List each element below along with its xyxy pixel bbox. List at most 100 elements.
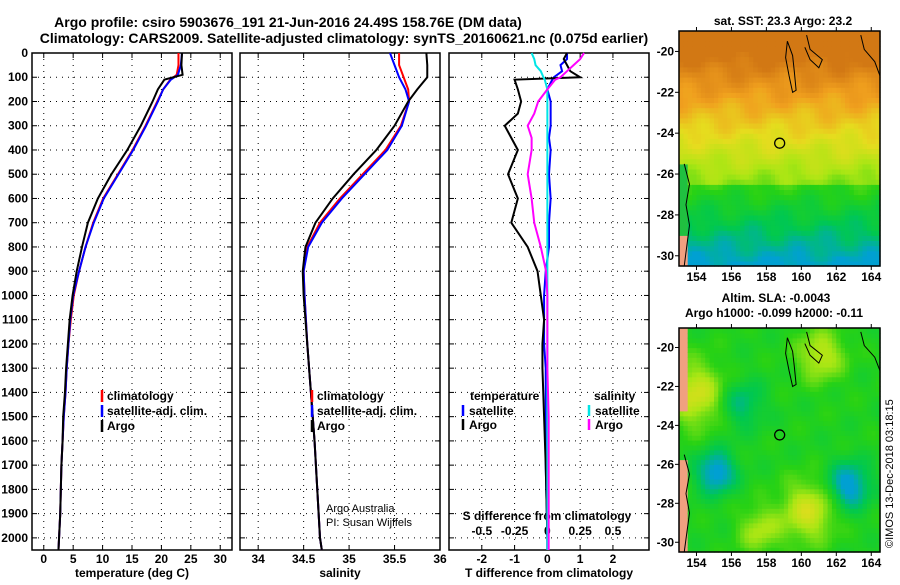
map-cell xyxy=(700,542,706,548)
map-cell xyxy=(727,532,733,538)
map-cell xyxy=(779,386,785,392)
reef-contour xyxy=(785,337,797,388)
map-cell xyxy=(805,522,811,529)
map-cell xyxy=(740,184,746,190)
map-cell xyxy=(805,381,811,388)
map-cell xyxy=(709,449,715,456)
map-cell xyxy=(679,220,684,226)
map-cell xyxy=(748,449,754,456)
map-cell xyxy=(687,31,693,37)
map-cell xyxy=(714,148,719,155)
map-cell xyxy=(788,240,794,247)
map-cell xyxy=(692,163,698,170)
map-cell xyxy=(722,474,728,480)
map-cell xyxy=(705,245,711,252)
y-tick-label: 1400 xyxy=(1,385,28,399)
map-cell xyxy=(683,547,689,553)
map-cell xyxy=(762,381,767,388)
map-cell xyxy=(823,82,829,88)
map-cell xyxy=(814,547,820,553)
map-cell xyxy=(705,493,711,500)
map-cell xyxy=(805,112,811,119)
map-cell xyxy=(823,240,829,247)
map-cell xyxy=(792,240,798,247)
map-cell xyxy=(709,328,715,334)
map-cell xyxy=(700,449,706,456)
map-cell xyxy=(722,158,728,165)
map-cell xyxy=(770,163,776,170)
map-cell xyxy=(757,401,763,407)
map-cell xyxy=(775,328,781,334)
map-cell xyxy=(696,405,702,412)
map-cell xyxy=(696,112,702,119)
map-cell xyxy=(731,386,737,392)
map-cell xyxy=(731,245,737,252)
map-cell xyxy=(801,46,807,52)
map-cell xyxy=(810,230,816,236)
map-cell xyxy=(740,36,746,42)
map-cell xyxy=(775,367,781,373)
map-cell xyxy=(814,542,820,548)
map-cell xyxy=(849,245,855,252)
map-cell xyxy=(827,46,833,52)
map-cell xyxy=(727,123,733,129)
map-cell xyxy=(831,440,837,446)
map-cell xyxy=(731,522,737,529)
map-cell xyxy=(770,51,776,58)
map-cell xyxy=(757,235,763,241)
map-cell xyxy=(731,194,737,201)
map-cell xyxy=(836,204,842,211)
map-cell xyxy=(705,36,711,42)
map-cell xyxy=(845,102,850,109)
map-cell xyxy=(700,138,706,144)
map-cell xyxy=(687,537,693,543)
map-cell xyxy=(714,522,719,529)
map-cell xyxy=(696,138,702,144)
map-cell xyxy=(740,347,746,353)
map-cell xyxy=(714,430,719,436)
map-cell xyxy=(722,82,728,88)
map-cell xyxy=(831,498,837,504)
map-cell xyxy=(766,410,772,417)
map-cell xyxy=(810,425,816,431)
map-cell xyxy=(731,391,737,397)
map-cell xyxy=(714,396,719,402)
map-cell xyxy=(727,420,733,426)
map-cell xyxy=(779,425,785,431)
map-cell xyxy=(731,56,737,63)
map-cell xyxy=(687,128,693,134)
map-cell xyxy=(823,123,829,129)
map-cell xyxy=(679,112,684,119)
map-cell xyxy=(779,56,785,63)
map-cell xyxy=(709,483,715,490)
map-cell xyxy=(679,82,684,88)
x-tick-label: 20 xyxy=(155,552,169,566)
map-cell xyxy=(853,250,859,257)
map-cell xyxy=(788,513,794,519)
map-cell xyxy=(797,537,802,543)
map-cell xyxy=(709,474,715,480)
map-cell xyxy=(687,415,693,422)
map-cell xyxy=(700,194,706,201)
map-cell xyxy=(840,532,846,538)
map-cell xyxy=(766,92,772,98)
map-cell xyxy=(866,92,872,98)
map-cell xyxy=(727,522,733,529)
map-cell xyxy=(783,420,789,426)
map-cell xyxy=(779,36,785,42)
map-cell xyxy=(722,347,728,353)
map-cell xyxy=(718,410,724,417)
map-cell xyxy=(740,381,746,388)
map-cell xyxy=(779,77,785,83)
map-cell xyxy=(727,396,733,402)
map-cell xyxy=(792,362,798,368)
map-cell xyxy=(801,174,807,180)
lon-tick-label: 160 xyxy=(791,270,811,284)
map-cell xyxy=(766,328,772,334)
map-cell xyxy=(700,31,706,37)
map-cell xyxy=(818,245,824,252)
map-cell xyxy=(770,204,776,211)
map-cell xyxy=(779,179,785,185)
map-cell xyxy=(827,498,833,504)
map-cell xyxy=(805,420,811,426)
